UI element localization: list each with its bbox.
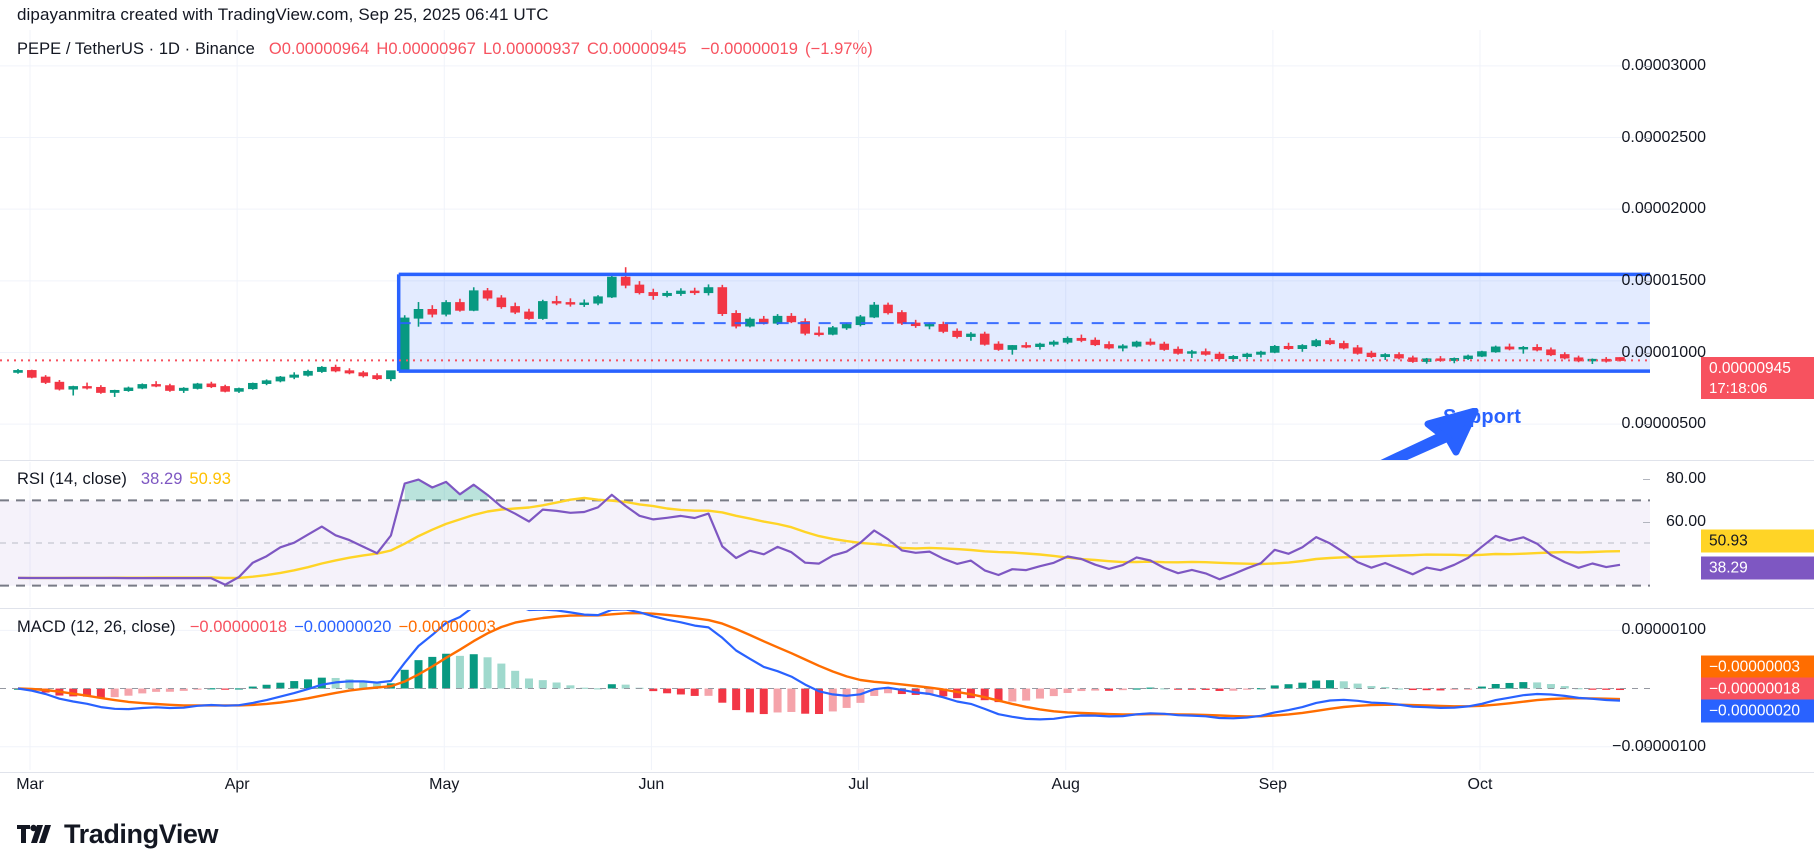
macd-axis-tickmark: [1643, 746, 1650, 748]
price-pane[interactable]: Support 0.00003000 0.00002500 0.00002000 0.…: [0, 30, 1814, 460]
time-axis-tick: Jun: [638, 776, 665, 793]
macd-pane[interactable]: 0.00000100 −0.00000100 −0.00000003 −0.0000…: [0, 610, 1814, 770]
rsi-axis-tick: 60.00: [1665, 512, 1706, 530]
macd-legend[interactable]: MACD (12, 26, close) −0.00000018 −0.000000…: [17, 618, 496, 637]
time-axis-tick: Mar: [16, 776, 44, 793]
macd-plot[interactable]: [0, 610, 1650, 770]
pane-divider-rsi: [0, 460, 1814, 461]
macd-axis-tick: −0.00000100: [1612, 737, 1706, 755]
macd-series: [17, 610, 1621, 721]
rsi-band: [0, 499, 1650, 587]
change-percent: (−1.97%): [804, 40, 873, 58]
price-axis-tickmark: [1643, 280, 1650, 282]
macd-hist-value: −0.00000018: [189, 618, 288, 636]
time-axis-tick: Aug: [1051, 776, 1080, 793]
rsi-axis[interactable]: 80.00 60.00 50.93 38.29: [1643, 462, 1814, 607]
price-axis-tickmark: [1643, 137, 1650, 139]
close-value: 0.00000945: [598, 40, 687, 58]
time-axis-tick: May: [429, 776, 460, 793]
high-value: 0.00000967: [388, 40, 477, 58]
open-label: O: [268, 40, 282, 58]
time-axis-separator: [0, 772, 1814, 773]
macd-signal-value: −0.00000003: [398, 618, 496, 636]
rsi-axis-tick: 80.00: [1665, 470, 1706, 488]
macd-value-badge[interactable]: −0.00000018: [1701, 677, 1814, 701]
macd-horizontal-gridlines: [0, 629, 1650, 748]
price-axis-tick: 0.00001500: [1621, 271, 1706, 289]
price-legend[interactable]: PEPE / TetherUS · 1D · Binance O0.0000096…: [17, 40, 873, 59]
change-value: −0.00000019: [700, 40, 798, 58]
macd-value-badge[interactable]: −0.00000020: [1701, 699, 1814, 723]
tradingview-wordmark: TradingView: [64, 818, 219, 849]
price-axis-tick: 0.00000500: [1621, 415, 1706, 433]
rsi-axis-tickmark: [1643, 521, 1650, 523]
macd-axis[interactable]: 0.00000100 −0.00000100 −0.00000003 −0.0000…: [1612, 610, 1814, 770]
rsi-axis-tickmark: [1643, 479, 1650, 481]
price-axis-tickmark: [1643, 424, 1650, 426]
rsi-svg: [0, 462, 1650, 607]
rsi-pane[interactable]: 80.00 60.00 50.93 38.29 RSI (14, close) 38.…: [0, 462, 1814, 607]
rsi-legend[interactable]: RSI (14, close) 38.29 50.93: [17, 470, 231, 489]
time-axis-tick: Jul: [848, 776, 869, 793]
price-axis-tickmark: [1643, 65, 1650, 67]
footer: TradingView: [0, 800, 1814, 868]
price-candlestick-svg: [0, 30, 1650, 460]
rsi-ma-value: 50.93: [189, 470, 231, 488]
countdown-value: 17:18:06: [1709, 380, 1768, 397]
support-zone-rect: [398, 274, 1650, 372]
macd-value-badge[interactable]: −0.00000003: [1701, 655, 1814, 679]
macd-axis-tickmark: [1643, 630, 1650, 632]
support-zone-edges: [396, 272, 1650, 373]
pane-divider-macd: [0, 608, 1814, 609]
low-value: 0.00000937: [492, 40, 580, 58]
price-axis-tick: 0.00001000: [1621, 343, 1706, 361]
tradingview-mark-icon: [17, 824, 51, 843]
macd-histogram: [13, 653, 1625, 715]
current-price-value: 0.00000945: [1709, 360, 1791, 377]
price-axis[interactable]: 0.00003000 0.00002500 0.00002000 0.00001500…: [1621, 30, 1814, 460]
price-axis-tickmark: [1643, 209, 1650, 211]
candlestick-series: [13, 267, 1625, 397]
watermark-bar: dipayanmitra created with TradingView.co…: [0, 0, 1814, 30]
time-axis-tick: Oct: [1467, 776, 1493, 793]
price-axis-tick: 0.00003000: [1621, 56, 1706, 74]
watermark-text: dipayanmitra created with TradingView.co…: [17, 5, 549, 24]
macd-line-value: −0.00000020: [294, 618, 392, 636]
rsi-series: [17, 478, 1621, 586]
current-price-badge[interactable]: 0.00000945 17:18:06: [1701, 357, 1814, 399]
price-plot[interactable]: Support: [0, 30, 1650, 460]
price-axis-tickmark: [1643, 352, 1650, 354]
time-axis[interactable]: Mar Apr May Jun Jul Aug Sep Oct: [0, 772, 1814, 800]
price-axis-tick: 0.00002000: [1621, 200, 1706, 218]
price-axis-tick: 0.00002500: [1621, 128, 1706, 146]
price-vertical-gridlines: [29, 30, 1481, 460]
low-label: L: [483, 40, 493, 58]
rsi-value-badge[interactable]: 38.29: [1701, 556, 1814, 580]
open-value: 0.00000964: [281, 40, 370, 58]
high-label: H: [376, 40, 389, 58]
macd-axis-tick: 0.00000100: [1621, 621, 1706, 639]
chart-area[interactable]: Support 0.00003000 0.00002500 0.00002000 0.…: [0, 30, 1814, 800]
macd-svg: [0, 610, 1650, 770]
rsi-value-badge[interactable]: 50.93: [1701, 529, 1814, 553]
time-axis-tick: Apr: [224, 776, 250, 793]
rsi-value: 38.29: [140, 470, 183, 488]
price-horizontal-gridlines: [0, 65, 1650, 425]
symbol-label[interactable]: PEPE / TetherUS · 1D · Binance: [17, 40, 255, 58]
close-label: C: [586, 40, 599, 58]
rsi-vertical-gridlines: [29, 462, 1481, 607]
macd-title[interactable]: MACD (12, 26, close): [17, 618, 176, 636]
rsi-plot[interactable]: [0, 462, 1650, 607]
support-arrow-icon[interactable]: [1370, 408, 1480, 460]
tradingview-logo[interactable]: TradingView: [0, 818, 219, 850]
rsi-title[interactable]: RSI (14, close): [17, 470, 127, 488]
time-axis-tick: Sep: [1258, 776, 1288, 793]
